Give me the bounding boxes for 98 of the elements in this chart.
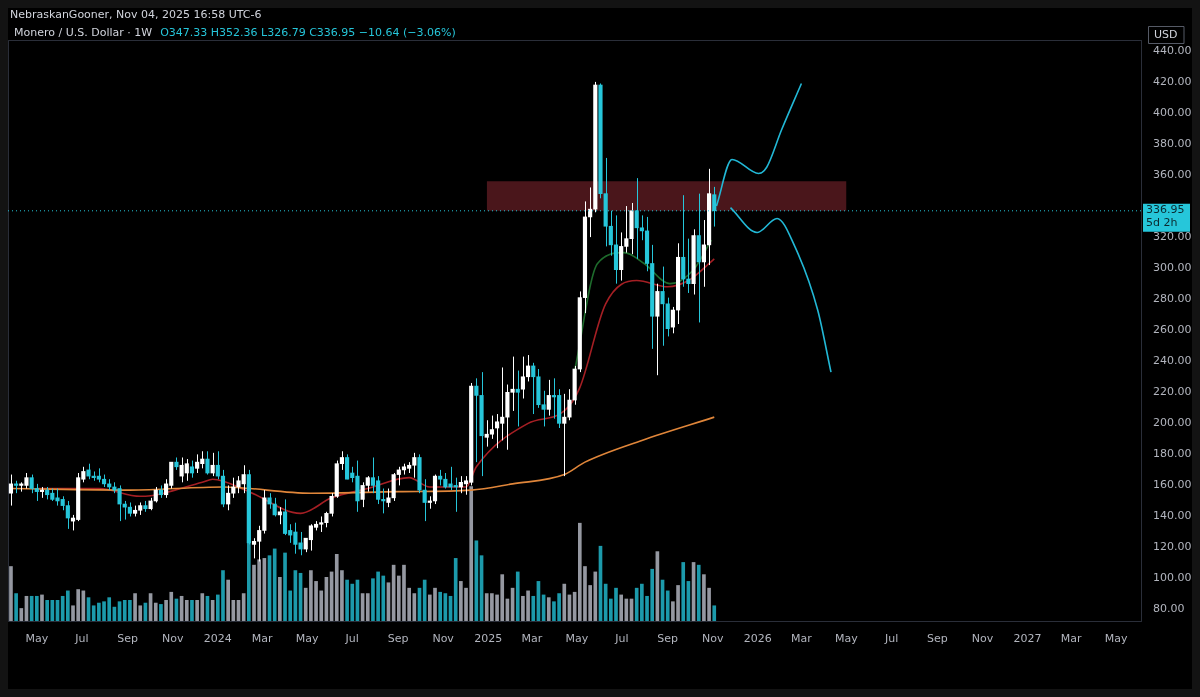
x-tick-label: 2026 (743, 632, 772, 646)
candlestick (184, 458, 189, 482)
ref-line-label: 336.95 5d 2h (1146, 203, 1185, 230)
candlestick (422, 478, 427, 522)
bar (153, 602, 158, 622)
y-tick-label: 220.00 (1153, 385, 1192, 399)
x-tick-label: May (565, 632, 589, 646)
x-tick-label: 2025 (474, 632, 503, 646)
candlestick (670, 306, 675, 334)
bar (40, 594, 44, 622)
bar (438, 591, 443, 622)
candlestick (210, 452, 215, 477)
y-tick-label: 420.00 (1153, 74, 1192, 88)
candlestick (195, 453, 200, 474)
x-tick-label: Jul (74, 632, 89, 646)
y-tick-label: 260.00 (1153, 323, 1192, 337)
candlestick (215, 450, 220, 480)
y-tick-label: 300.00 (1153, 261, 1192, 274)
bar (712, 605, 717, 622)
bar (66, 590, 70, 622)
bar (34, 595, 39, 622)
bar (531, 595, 536, 622)
candlestick (65, 500, 70, 530)
x-tick-label: May (25, 632, 49, 646)
candlestick (567, 388, 572, 421)
bar (619, 594, 623, 622)
y-tick-label: 380.00 (1153, 136, 1192, 150)
x-tick-label: Jul (344, 632, 359, 646)
x-tick-label: Sep (387, 632, 409, 646)
x-tick-label: May (835, 632, 859, 646)
candlestick (701, 219, 706, 288)
candlestick (639, 214, 644, 241)
x-tick-label: Sep (657, 632, 679, 646)
x-tick-label: May (1104, 632, 1128, 646)
bar (159, 604, 163, 622)
bar (19, 608, 24, 622)
y-tick-label: 200.00 (1153, 416, 1192, 430)
bar (278, 577, 282, 622)
bar (190, 600, 194, 622)
bar (453, 558, 458, 622)
y-axis-title: USD (1154, 28, 1178, 42)
bar (546, 597, 551, 622)
x-tick-label: Mar (251, 632, 273, 646)
y-tick-label: 400.00 (1153, 105, 1192, 119)
y-tick-label: 160.00 (1153, 478, 1192, 492)
x-tick-label: Jul (614, 632, 629, 646)
x-tick-label: 2024 (203, 632, 232, 646)
bar (681, 562, 686, 622)
x-tick-label: Mar (1060, 632, 1082, 646)
y-tick-label: 180.00 (1153, 447, 1192, 461)
chart-title: Monero / U.S. Dollar · 1W (14, 26, 153, 40)
y-tick-label: 140.00 (1153, 509, 1192, 523)
x-tick-label: Mar (521, 632, 543, 646)
x-tick-label: Nov (702, 632, 724, 646)
x-tick-label: Nov (162, 632, 184, 646)
x-tick-label: Sep (117, 632, 139, 646)
bar (665, 590, 670, 622)
bar (365, 593, 370, 622)
candlestick (205, 450, 210, 476)
candlestick (619, 231, 624, 282)
y-tick-label: 80.00 (1153, 602, 1185, 616)
candlestick (515, 370, 520, 427)
bar (14, 593, 18, 622)
chart-subtitle: O347.33 H352.36 L326.79 C336.95 −10.64 (−3.06%) (160, 26, 456, 40)
candlestick (226, 484, 231, 511)
bar (515, 571, 520, 622)
y-tick-label: 100.00 (1153, 571, 1192, 585)
line-series (729, 206, 832, 373)
x-tick-label: Jul (883, 632, 899, 646)
y-tick-label: 240.00 (1153, 354, 1192, 368)
bar (696, 564, 701, 622)
candlestick (546, 379, 551, 417)
candlestick (386, 488, 391, 508)
candlestick (494, 413, 500, 449)
x-tick-label: Mar (791, 632, 813, 646)
y-tick-label: 320.00 (1153, 229, 1192, 243)
text: NebraskanGooner, Nov 04, 2025 16:58 UTC-6 (10, 8, 262, 22)
line-series (10, 416, 716, 494)
candlestick (489, 415, 494, 440)
candlestick (272, 497, 277, 517)
y-tick-label: 280.00 (1153, 292, 1192, 306)
y-tick-label: 120.00 (1153, 540, 1192, 554)
x-tick-label: Nov (432, 632, 455, 646)
bar (562, 583, 567, 622)
x-tick-label: 2027 (1013, 632, 1042, 646)
x-tick-label: Sep (927, 632, 948, 646)
bar (184, 600, 189, 622)
candlestick (345, 453, 350, 480)
y-tick-label: 440.00 (1153, 43, 1192, 57)
candlestick (686, 238, 691, 294)
x-tick-label: May (295, 632, 320, 646)
candlestick (562, 393, 567, 477)
candlestick (8, 474, 14, 507)
bar (9, 566, 13, 622)
y-tick-label: 360.00 (1153, 167, 1192, 181)
x-tick-label: Nov (971, 632, 994, 646)
bar (272, 548, 277, 622)
candlestick (660, 266, 665, 347)
